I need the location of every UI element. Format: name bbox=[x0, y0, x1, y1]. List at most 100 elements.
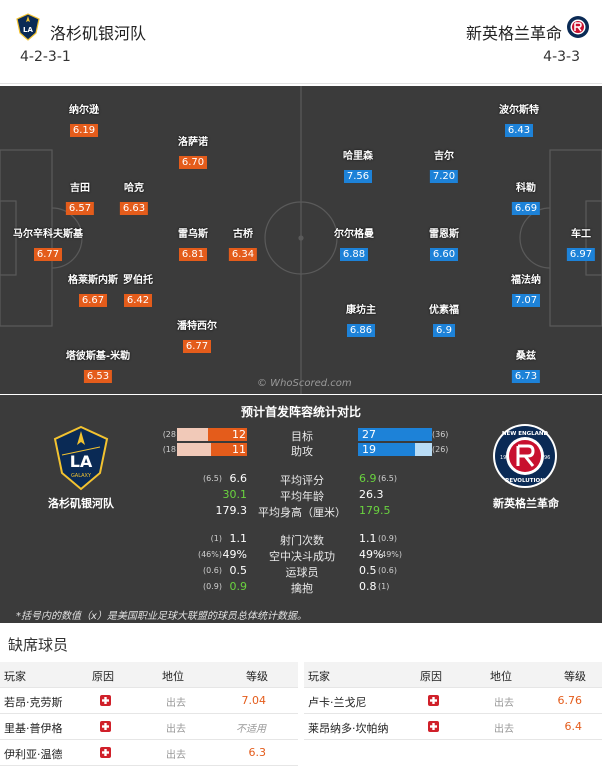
stat-away-value: 179.5 bbox=[359, 504, 391, 517]
missing-home-header: 玩家 原因 地位 等级 bbox=[0, 662, 298, 688]
header-position: 地位 bbox=[162, 670, 184, 683]
home-player[interactable]: 马尔辛科夫斯基 6.77 bbox=[13, 228, 83, 261]
stat-away-league: (0.6) bbox=[378, 566, 397, 575]
player-name[interactable]: 科勒 bbox=[515, 183, 536, 194]
injury-icon bbox=[100, 720, 111, 734]
player-name[interactable]: 桑兹 bbox=[515, 351, 536, 362]
missing-player-grade: 不适用 bbox=[236, 724, 266, 735]
ne-crest-bottom-text: REVOLUTION bbox=[505, 478, 545, 484]
missing-player-grade: 6.3 bbox=[248, 746, 267, 759]
stat-label: 平均评分 bbox=[280, 474, 324, 487]
player-rating-badge: 6.81 bbox=[178, 248, 208, 261]
home-player[interactable]: 罗伯托 6.42 bbox=[123, 274, 153, 307]
home-player[interactable]: 哈克 6.63 bbox=[119, 182, 149, 215]
home-player[interactable]: 雷乌斯 6.81 bbox=[178, 228, 208, 261]
player-name[interactable]: 康坊主 bbox=[346, 305, 376, 316]
header-reason: 原因 bbox=[420, 670, 442, 683]
player-name[interactable]: 古桥 bbox=[232, 229, 253, 240]
player-name[interactable]: 罗伯托 bbox=[123, 275, 153, 286]
home-player[interactable]: 洛萨诺 6.70 bbox=[178, 136, 208, 169]
player-rating-badge: 6.53 bbox=[83, 370, 113, 383]
goals-away-bar bbox=[358, 428, 432, 441]
player-name[interactable]: 塔彼斯基-米勒 bbox=[65, 351, 131, 362]
player-name[interactable]: 纳尔逊 bbox=[69, 105, 99, 116]
missing-player-name[interactable]: 若昂·克劳斯 bbox=[4, 696, 63, 709]
player-rating-badge: 6.73 bbox=[511, 370, 541, 383]
assists-label: 助攻 bbox=[291, 445, 313, 458]
player-name[interactable]: 洛萨诺 bbox=[178, 137, 208, 148]
home-player[interactable]: 格莱斯内斯 6.67 bbox=[68, 274, 118, 307]
away-player[interactable]: 吉尔 7.20 bbox=[429, 150, 459, 183]
player-name[interactable]: 波尔斯特 bbox=[499, 105, 539, 116]
missing-player-row[interactable]: 莱昂纳多·坎帕纳 出去 6.4 bbox=[304, 714, 602, 740]
player-name[interactable]: 尔尔格曼 bbox=[334, 229, 374, 240]
player-rating-badge: 6.42 bbox=[123, 294, 153, 307]
missing-player-row[interactable]: 若昂·克劳斯 出去 7.04 bbox=[0, 688, 298, 714]
player-name[interactable]: 福法纳 bbox=[511, 275, 541, 286]
player-name[interactable]: 雷乌斯 bbox=[178, 229, 208, 240]
home-player[interactable]: 古桥 6.34 bbox=[228, 228, 258, 261]
missing-players-title: 缺席球员 bbox=[8, 636, 69, 654]
player-name[interactable]: 车工 bbox=[570, 229, 591, 240]
home-player[interactable]: 潘特西尔 6.77 bbox=[177, 320, 217, 353]
home-player[interactable]: 塔彼斯基-米勒 6.53 bbox=[66, 350, 130, 383]
goals-label: 目标 bbox=[291, 430, 313, 443]
missing-player-name[interactable]: 伊利亚·温德 bbox=[4, 748, 63, 761]
away-player[interactable]: 福法纳 7.07 bbox=[511, 274, 541, 307]
away-player[interactable]: 车工 6.97 bbox=[566, 228, 596, 261]
stat-label: 射门次数 bbox=[280, 534, 324, 547]
player-name[interactable]: 优素福 bbox=[429, 305, 459, 316]
missing-player-row[interactable]: 卢卡·兰戈尼 出去 6.76 bbox=[304, 688, 602, 714]
player-name[interactable]: 哈里森 bbox=[343, 151, 373, 162]
player-rating-badge: 6.67 bbox=[78, 294, 108, 307]
player-name[interactable]: 格莱斯内斯 bbox=[68, 275, 118, 286]
player-rating-badge: 6.69 bbox=[511, 202, 541, 215]
player-name[interactable]: 哈克 bbox=[123, 183, 144, 194]
home-formation: 4-2-3-1 bbox=[20, 49, 71, 65]
away-player[interactable]: 桑兹 6.73 bbox=[511, 350, 541, 383]
stat-away-value: 1.1 bbox=[359, 532, 377, 545]
injury-icon bbox=[428, 694, 439, 708]
comparison-away-team: 新英格兰革命 bbox=[493, 497, 559, 510]
player-name[interactable]: 潘特西尔 bbox=[177, 321, 217, 332]
home-player[interactable]: 纳尔逊 6.19 bbox=[69, 104, 99, 137]
stat-away-value: 26.3 bbox=[359, 488, 384, 501]
missing-player-name[interactable]: 卢卡·兰戈尼 bbox=[308, 696, 367, 709]
stat-away-value: 49% bbox=[359, 548, 384, 561]
home-team-name[interactable]: 洛杉矶银河队 bbox=[50, 24, 147, 43]
header-player: 玩家 bbox=[4, 670, 26, 683]
la-galaxy-large-crest-icon: LA GALAXY bbox=[53, 425, 109, 491]
stat-home-value: 0.9 bbox=[229, 580, 248, 593]
player-name[interactable]: 吉田 bbox=[69, 183, 90, 194]
player-rating-badge: 6.63 bbox=[119, 202, 149, 215]
away-player[interactable]: 尔尔格曼 6.88 bbox=[334, 228, 374, 261]
player-rating-badge: 7.07 bbox=[511, 294, 541, 307]
away-player[interactable]: 雷恩斯 6.60 bbox=[429, 228, 459, 261]
missing-player-row[interactable]: 伊利亚·温德 出去 6.3 bbox=[0, 740, 298, 766]
away-player[interactable]: 科勒 6.69 bbox=[511, 182, 541, 215]
player-rating-badge: 6.57 bbox=[65, 202, 95, 215]
goals-home-bar bbox=[208, 428, 247, 441]
player-name[interactable]: 吉尔 bbox=[433, 151, 454, 162]
player-rating-badge: 6.77 bbox=[33, 248, 63, 261]
away-player[interactable]: 优素福 6.9 bbox=[429, 304, 459, 337]
missing-player-status: 出去 bbox=[166, 698, 186, 709]
stat-home-league: (6.5) bbox=[203, 474, 222, 483]
ne-crest-year1: 19 bbox=[500, 455, 506, 461]
away-player[interactable]: 波尔斯特 6.43 bbox=[499, 104, 539, 137]
goals-away-value: 27 bbox=[362, 428, 376, 441]
player-rating-badge: 6.86 bbox=[346, 324, 376, 337]
missing-player-name[interactable]: 里基·普伊格 bbox=[4, 722, 63, 735]
header-player: 玩家 bbox=[308, 670, 330, 683]
missing-player-row[interactable]: 里基·普伊格 出去 不适用 bbox=[0, 714, 298, 740]
player-name[interactable]: 雷恩斯 bbox=[429, 229, 459, 240]
player-name[interactable]: 马尔辛科夫斯基 bbox=[13, 229, 83, 240]
away-team-name[interactable]: 新英格兰革命 bbox=[465, 24, 562, 43]
missing-player-name[interactable]: 莱昂纳多·坎帕纳 bbox=[308, 722, 389, 735]
away-player[interactable]: 康坊主 6.86 bbox=[346, 304, 376, 337]
home-player[interactable]: 吉田 6.57 bbox=[65, 182, 95, 215]
missing-player-status: 出去 bbox=[494, 724, 514, 735]
away-player[interactable]: 哈里森 7.56 bbox=[343, 150, 373, 183]
stat-label: 平均身高（厘米） bbox=[258, 506, 346, 519]
player-rating-badge: 6.43 bbox=[504, 124, 534, 137]
